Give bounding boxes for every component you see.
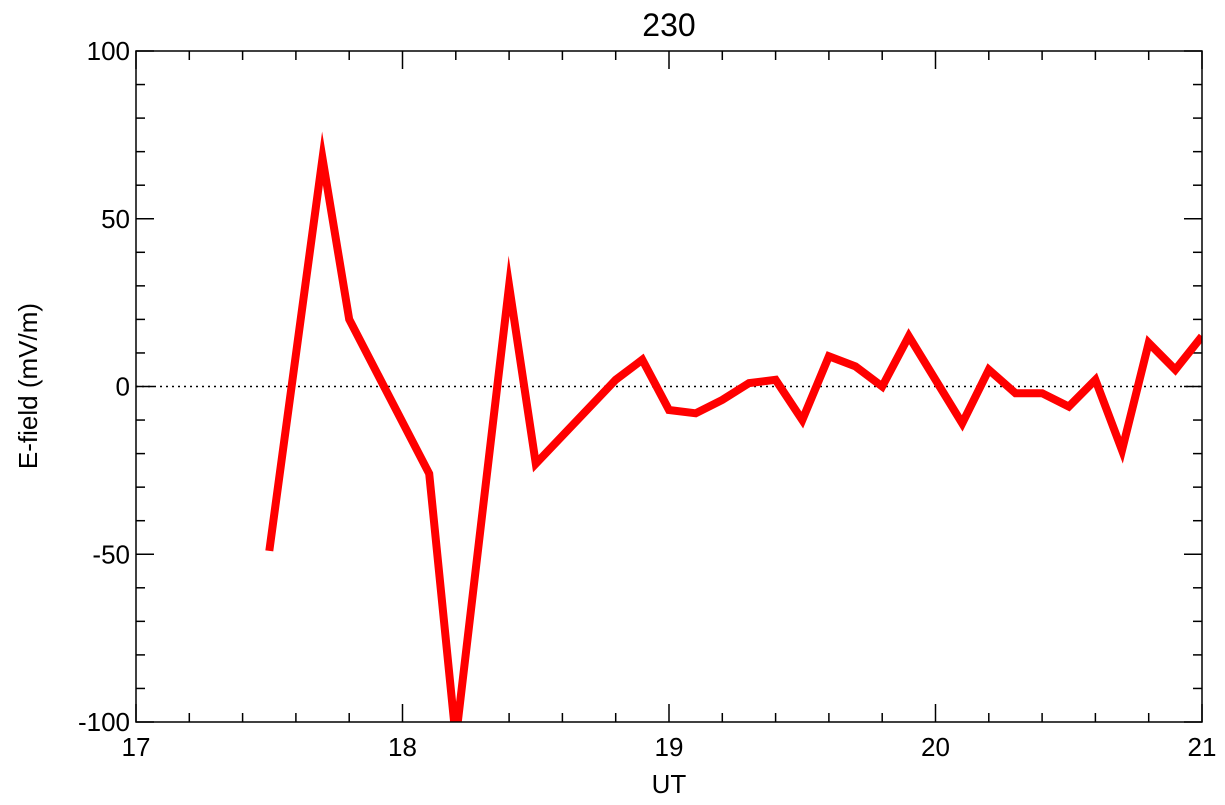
data-point xyxy=(532,460,540,468)
data-point xyxy=(1091,376,1099,384)
y-axis-title: E-field (mV/m) xyxy=(13,303,43,469)
x-tick-labels: 17 18 19 20 21 xyxy=(122,732,1217,762)
data-point xyxy=(1038,389,1046,397)
data-point xyxy=(798,416,806,424)
data-point xyxy=(1171,366,1179,374)
data-point xyxy=(612,376,620,384)
x-tick-label: 17 xyxy=(122,732,151,762)
data-point xyxy=(745,379,753,387)
data-points xyxy=(265,154,1206,742)
data-point xyxy=(638,356,646,364)
data-point xyxy=(958,419,966,427)
data-point xyxy=(878,383,886,391)
chart-title: 230 xyxy=(642,7,695,43)
y-tick-label: 0 xyxy=(116,372,130,402)
data-point xyxy=(905,332,913,340)
data-point xyxy=(265,547,273,555)
x-tick-label: 19 xyxy=(655,732,684,762)
data-point xyxy=(718,396,726,404)
y-tick-label: -100 xyxy=(78,707,130,737)
data-point xyxy=(1065,403,1073,411)
x-tick-label: 20 xyxy=(921,732,950,762)
y-tick-label: -50 xyxy=(92,539,130,569)
data-point xyxy=(505,282,513,290)
data-point xyxy=(1118,446,1126,454)
data-point xyxy=(345,315,353,323)
data-point xyxy=(985,366,993,374)
data-point xyxy=(825,352,833,360)
series-line xyxy=(265,131,1202,722)
data-point xyxy=(852,362,860,370)
plot-frame xyxy=(135,50,1203,723)
x-tick-label: 21 xyxy=(1188,732,1217,762)
data-point xyxy=(452,735,460,743)
data-point xyxy=(665,406,673,414)
y-tick-label: 50 xyxy=(101,204,130,234)
data-point xyxy=(772,376,780,384)
y-tick-labels: -100 -50 0 50 100 xyxy=(78,36,130,737)
x-axis-title: UT xyxy=(652,769,687,799)
data-point xyxy=(1145,339,1153,347)
data-point xyxy=(425,470,433,478)
data-point xyxy=(692,409,700,417)
y-tick-label: 100 xyxy=(87,36,130,66)
data-point xyxy=(1011,389,1019,397)
x-tick-label: 18 xyxy=(388,732,417,762)
data-point xyxy=(319,154,327,162)
